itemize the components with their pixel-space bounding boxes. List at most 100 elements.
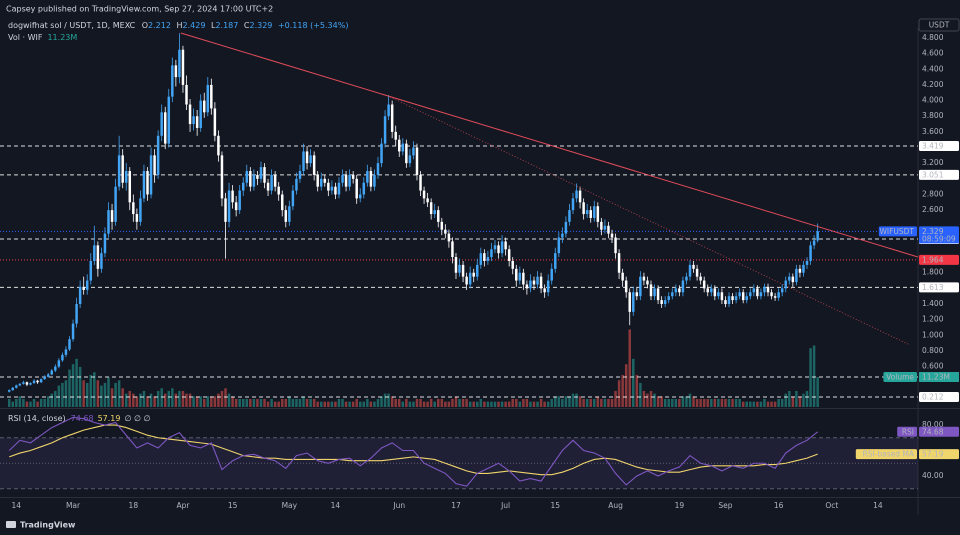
- volume-bar: [777, 398, 780, 407]
- volume-bar: [295, 398, 298, 407]
- candle-body: [695, 268, 699, 277]
- candle-body: [7, 390, 11, 392]
- candle-body: [727, 296, 731, 305]
- candle-body: [309, 155, 312, 164]
- volume-bar: [770, 401, 773, 407]
- x-tick-label: 19: [675, 501, 685, 510]
- candle-body: [341, 174, 344, 183]
- candle-body: [773, 296, 777, 298]
- candle-body: [458, 264, 461, 273]
- volume-bar: [415, 398, 419, 407]
- ohlc-label: H: [177, 21, 183, 30]
- candle-body: [731, 296, 734, 301]
- candle-body: [295, 178, 298, 191]
- candle-body: [532, 280, 536, 285]
- volume-bar: [185, 393, 188, 407]
- candle-body: [720, 292, 724, 301]
- candle-body: [805, 260, 809, 265]
- level-label: 1.613: [922, 283, 944, 292]
- candle-body: [493, 245, 497, 250]
- volume-bar: [114, 382, 117, 407]
- volume-bar: [224, 388, 227, 407]
- volume-bar: [727, 398, 731, 407]
- volume-bar: [387, 393, 390, 407]
- volume-bar: [511, 398, 514, 407]
- volume-bar: [461, 398, 465, 407]
- level-label: 3.051: [922, 170, 944, 179]
- volume-bar: [593, 398, 596, 407]
- volume-bar: [281, 398, 284, 407]
- volume-bar: [500, 401, 504, 407]
- candle-body: [699, 276, 702, 281]
- candle-body: [603, 225, 607, 230]
- volume-bar: [195, 396, 199, 407]
- volume-bar: [199, 396, 202, 407]
- volume-bar: [139, 393, 142, 407]
- volume-bar: [685, 396, 688, 407]
- volume-bar: [380, 396, 383, 407]
- candle-body: [327, 182, 330, 191]
- candle-body: [497, 245, 500, 254]
- volume-bar: [93, 372, 96, 407]
- volume-bar: [525, 398, 529, 407]
- candle-body: [46, 374, 50, 377]
- candle-body: [11, 387, 15, 391]
- volume-bar: [759, 401, 763, 407]
- volume-bar: [383, 393, 387, 407]
- rsi-legend: RSI (14, close) 74.68 57.19 ∅ ∅ ∅: [8, 414, 150, 423]
- candle-body: [610, 233, 614, 238]
- candle-body: [546, 280, 550, 293]
- candle-body: [784, 280, 787, 289]
- candle-body: [323, 178, 327, 183]
- volume-bar: [89, 374, 93, 407]
- volume-bar: [75, 358, 78, 407]
- volume-bar: [153, 396, 156, 407]
- candle-body: [383, 116, 387, 144]
- candle-body: [93, 245, 96, 261]
- candle-body: [539, 276, 543, 289]
- candle-body: [770, 292, 773, 297]
- volume-bar: [720, 398, 724, 407]
- level-label: 0.212: [922, 392, 944, 401]
- volume-bar: [64, 380, 68, 407]
- candle-body: [270, 174, 273, 191]
- volume-bar: [433, 401, 436, 407]
- ohlc-label: O: [142, 21, 148, 30]
- x-tick-label: Jun: [392, 501, 405, 510]
- volume-bar: [667, 398, 670, 407]
- candle-body: [429, 202, 433, 215]
- x-tick-label: May: [282, 501, 298, 510]
- volume-bar: [752, 401, 756, 407]
- candle-body: [461, 264, 465, 277]
- candle-body: [518, 272, 522, 281]
- volume-bar: [167, 390, 171, 407]
- volume-bar: [699, 398, 702, 407]
- level-label-box: [919, 391, 959, 402]
- volume-bar: [642, 390, 646, 407]
- x-tick-label: 17: [451, 501, 461, 510]
- candle-body: [135, 214, 139, 222]
- x-tick-label: Sep: [718, 501, 732, 510]
- candle-body: [596, 206, 600, 222]
- candle-body: [256, 174, 259, 179]
- volume-bar: [146, 396, 149, 407]
- volume-bar: [809, 348, 812, 407]
- volume-bar: [419, 398, 422, 407]
- volume-bar: [734, 398, 738, 407]
- volume-bar: [447, 401, 451, 407]
- volume-bar: [25, 401, 29, 407]
- candle-body: [96, 245, 100, 269]
- volume-bar: [653, 393, 656, 407]
- volume-bar: [107, 377, 110, 407]
- volume-bar: [15, 398, 18, 407]
- candle-body: [593, 206, 596, 218]
- volume-bar: [341, 398, 344, 407]
- volume-bar: [749, 401, 752, 407]
- candle-body: [355, 178, 358, 199]
- volume-layer: [7, 329, 819, 407]
- volume-bar: [57, 385, 61, 407]
- candle-body: [359, 194, 362, 199]
- volume-bar: [582, 398, 585, 407]
- candle-body: [398, 139, 401, 152]
